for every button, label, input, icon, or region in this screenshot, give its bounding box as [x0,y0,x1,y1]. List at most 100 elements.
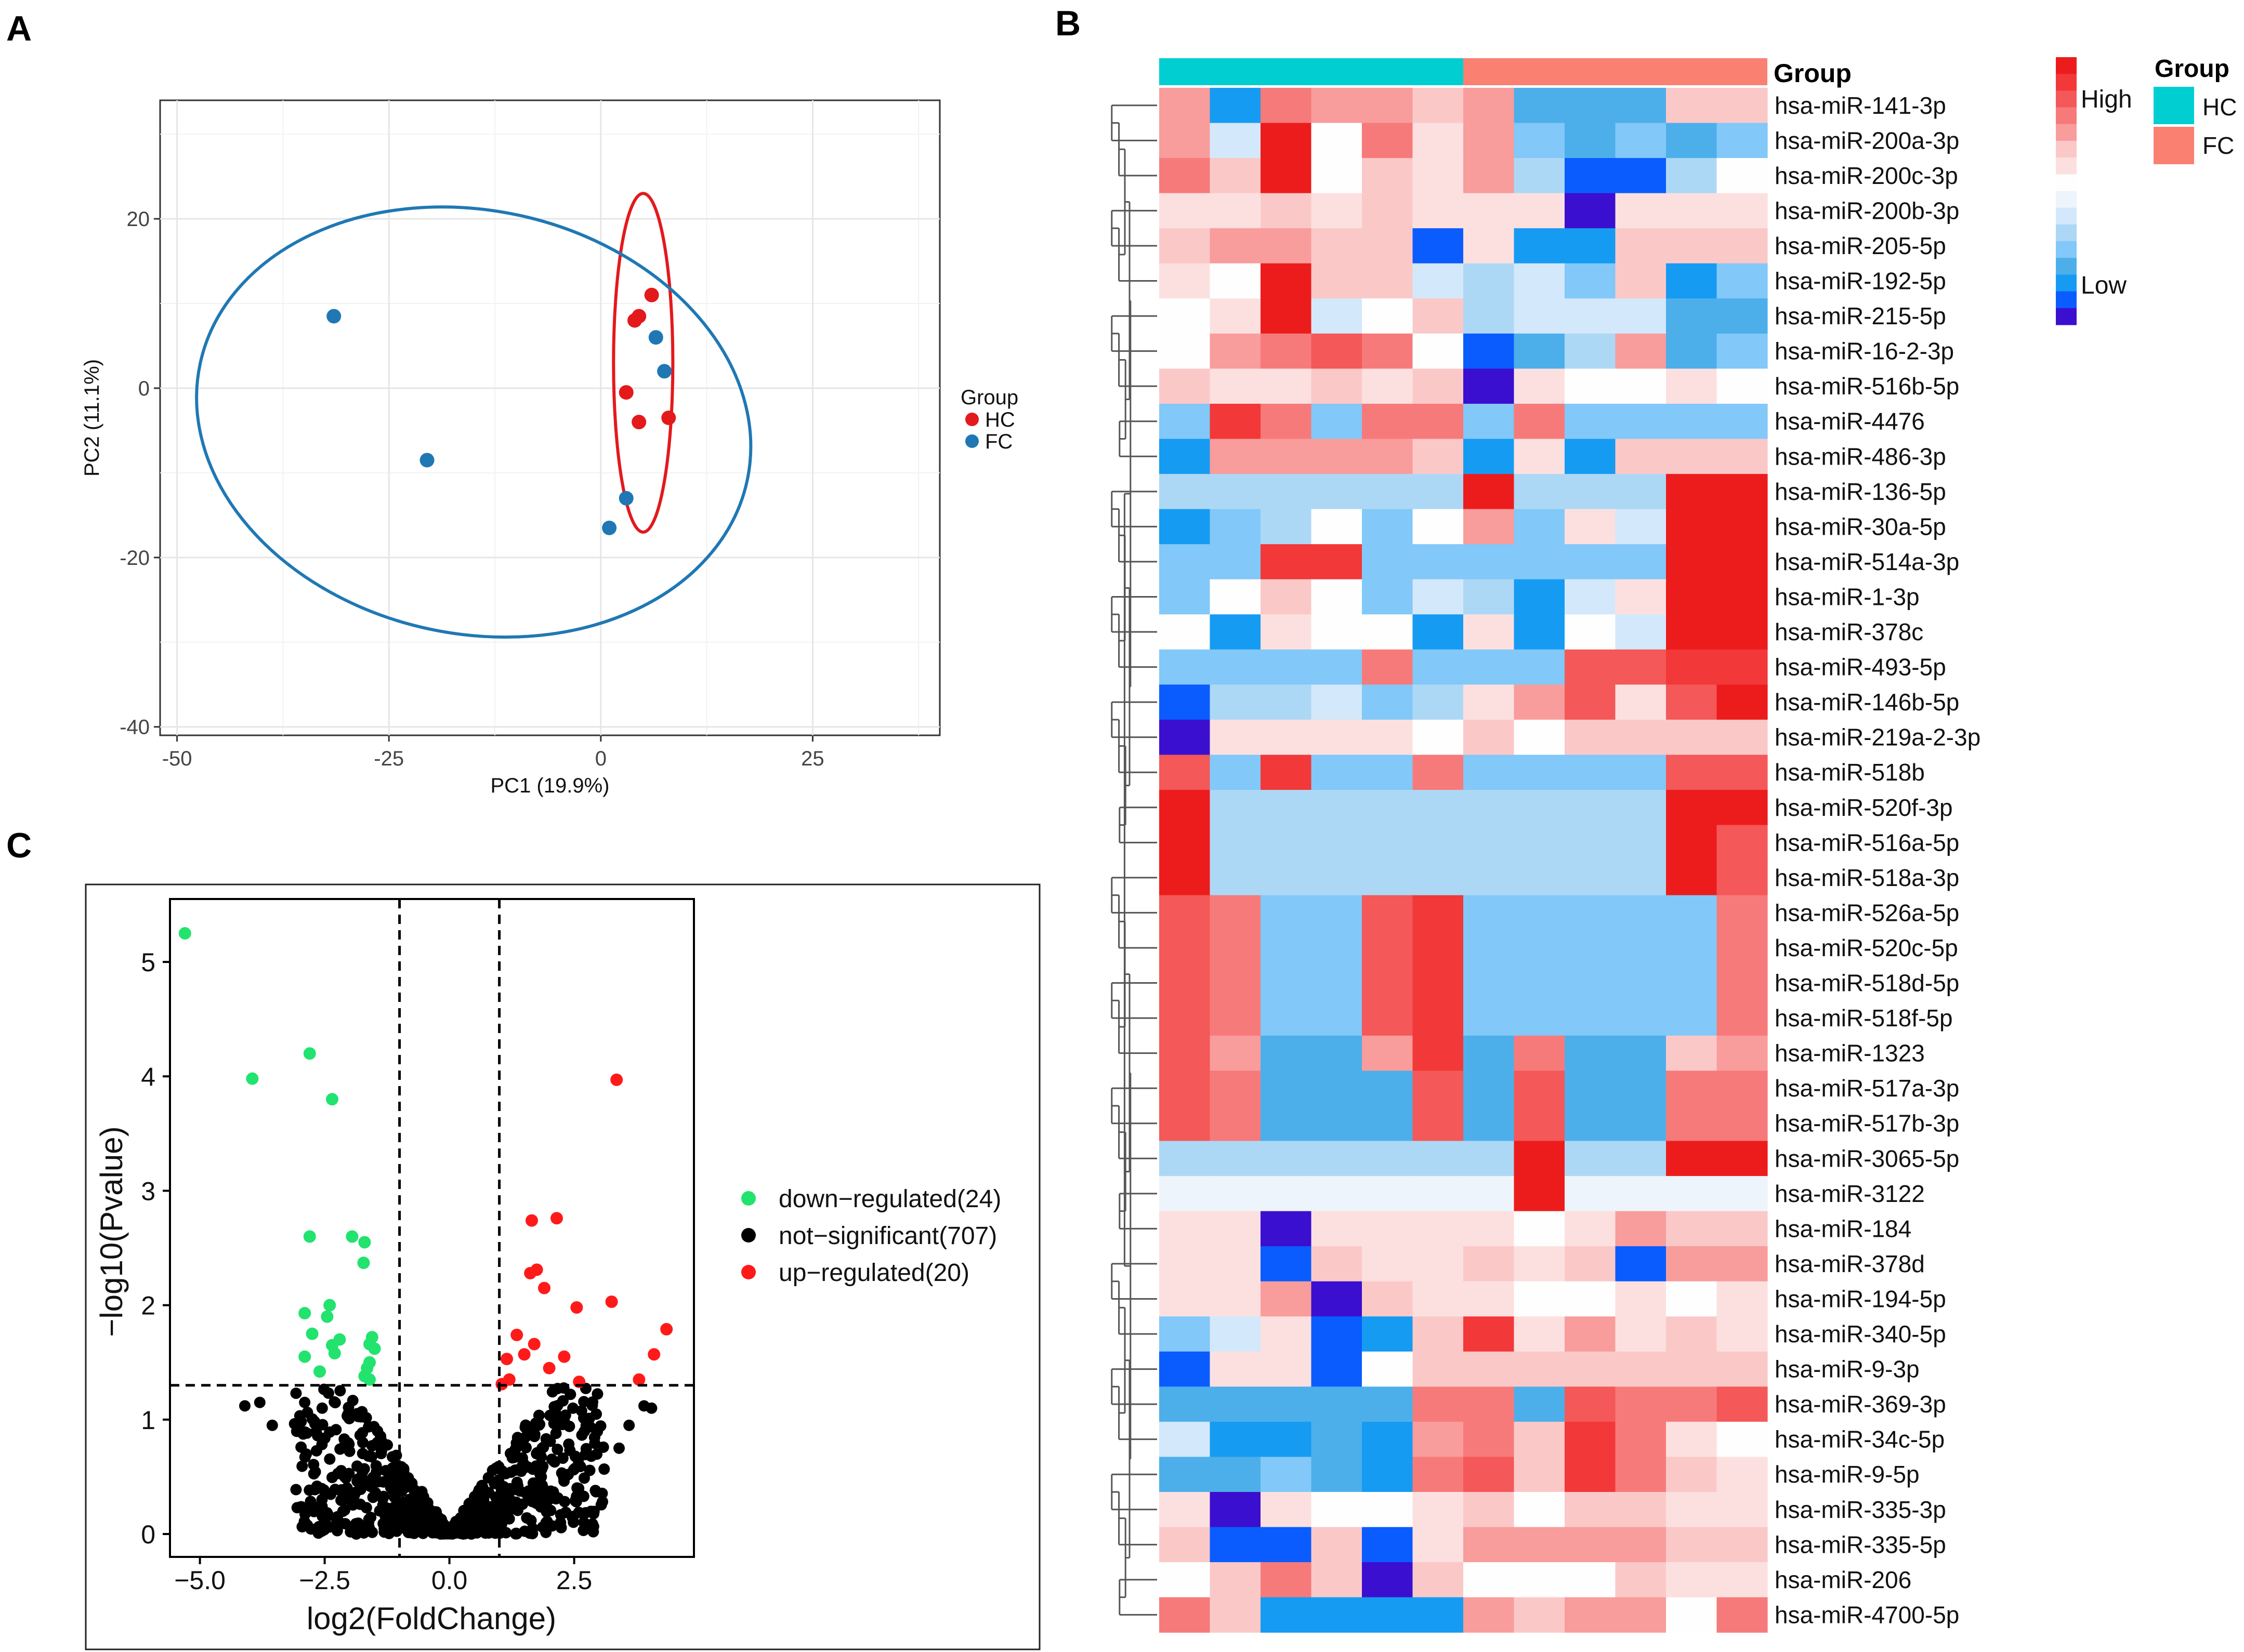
heatmap-cell [1514,123,1565,158]
heatmap-cell [1615,684,1666,720]
heatmap-cell [1311,790,1362,826]
heatmap-row-label: hsa-miR-516a-5p [1775,829,1959,856]
heatmap-cell [1311,1562,1362,1598]
pca-plot-area [159,99,941,736]
heatmap-cell [1666,579,1717,615]
heatmap-cell [1615,614,1666,650]
heatmap-cell [1514,1281,1565,1317]
heatmap-cell [1565,790,1616,826]
heatmap-cell [1615,509,1666,545]
heatmap-cell [1615,228,1666,264]
volcano-point-not-significant [587,1526,599,1538]
volcano-point-not-significant [317,1510,329,1522]
heatmap-cell [1311,1492,1362,1528]
pca-point-hc [627,313,642,328]
heatmap-cell [1716,333,1768,369]
heatmap-cell [1210,614,1261,650]
volcano-point-not-significant [316,1521,327,1533]
heatmap-cell [1565,614,1616,650]
heatmap-cell [1362,228,1413,264]
heatmap-cell [1463,684,1515,720]
volcano-point-not-significant [296,1460,308,1472]
volcano-legend-down-marker [741,1191,756,1206]
heatmap-cell [1615,1421,1666,1458]
volcano-point-not-significant [597,1441,609,1453]
heatmap-cell [1565,1421,1616,1458]
pca-point-fc [326,309,342,324]
heatmap-cell [1463,895,1515,931]
volcano-point-down-regulated [363,1356,376,1369]
heatmap-cell [1311,158,1362,194]
heatmap-cell [1159,1141,1211,1177]
heatmap-cell [1210,509,1261,545]
heatmap-scale-step [2056,57,2077,74]
volcano-point-up-regulated [501,1353,513,1366]
heatmap-cell [1716,228,1768,264]
volcano-point-down-regulated [321,1310,334,1323]
pca-points [326,287,676,535]
volcano-point-not-significant [546,1453,558,1465]
volcano-point-not-significant [417,1525,429,1537]
heatmap-cell [1615,333,1666,369]
heatmap-row-label: hsa-miR-493-5p [1775,654,1946,681]
heatmap-cell [1362,1527,1413,1563]
heatmap-cell [1565,1351,1616,1387]
heatmap-cell [1159,1316,1211,1352]
heatmap-scale-step [2056,308,2077,325]
heatmap-cell [1159,158,1211,194]
heatmap-cell [1261,1176,1312,1212]
heatmap-cell [1565,895,1616,931]
heatmap-cell [1412,1176,1464,1212]
heatmap-scale-step [2056,74,2077,91]
heatmap-cell [1362,684,1413,720]
volcano-point-up-regulated [526,1214,538,1227]
heatmap-cell [1261,403,1312,440]
volcano-point-not-significant [396,1485,408,1497]
pca-legend-fc-marker [965,434,979,448]
heatmap-cell [1261,825,1312,861]
heatmap-cell [1210,263,1261,299]
heatmap-cell [1159,1211,1211,1247]
volcano-point-not-significant [355,1484,366,1496]
heatmap-cell [1514,614,1565,650]
volcano-y-tick-label: 1 [141,1406,155,1435]
heatmap-cell [1362,1457,1413,1492]
heatmap-annotation-hc [1159,58,1463,85]
volcano-point-not-significant [512,1484,524,1496]
heatmap-cell [1463,439,1515,474]
heatmap-cell [1159,719,1211,756]
heatmap-row-label: hsa-miR-136-5p [1775,478,1946,505]
heatmap-cell [1666,228,1717,264]
heatmap-cell [1514,790,1565,826]
heatmap-cell [1210,1105,1261,1142]
heatmap-cell [1261,439,1312,474]
volcano-y-tick-label: 0 [141,1520,155,1549]
heatmap-cell [1412,474,1464,510]
heatmap-cell [1210,684,1261,720]
heatmap-cell [1565,439,1616,474]
heatmap-cell [1412,1281,1464,1317]
heatmap-cell [1666,1281,1717,1317]
heatmap-cell [1311,755,1362,790]
heatmap-cell [1311,544,1362,580]
heatmap-cell [1311,1141,1362,1177]
volcano-point-not-significant [576,1429,588,1441]
heatmap-row-label: hsa-miR-200b-3p [1775,197,1959,224]
heatmap-cell [1463,333,1515,369]
volcano-point-not-significant [613,1442,625,1454]
heatmap-cell [1565,1492,1616,1528]
heatmap-annotation-fc [1463,58,1767,85]
volcano-point-not-significant [350,1528,362,1540]
volcano-x-tick-label: −5.0 [174,1566,226,1595]
heatmap-cell [1210,790,1261,826]
heatmap-cell [1615,474,1666,510]
heatmap-cell [1159,614,1211,650]
volcano-point-not-significant [300,1448,312,1460]
volcano-point-not-significant [567,1511,579,1523]
pca-point-fc [619,491,634,506]
heatmap-row-label: hsa-miR-517b-3p [1775,1110,1959,1137]
heatmap-cell [1412,1421,1464,1458]
heatmap-cell [1615,1527,1666,1563]
heatmap-cell [1412,88,1464,124]
